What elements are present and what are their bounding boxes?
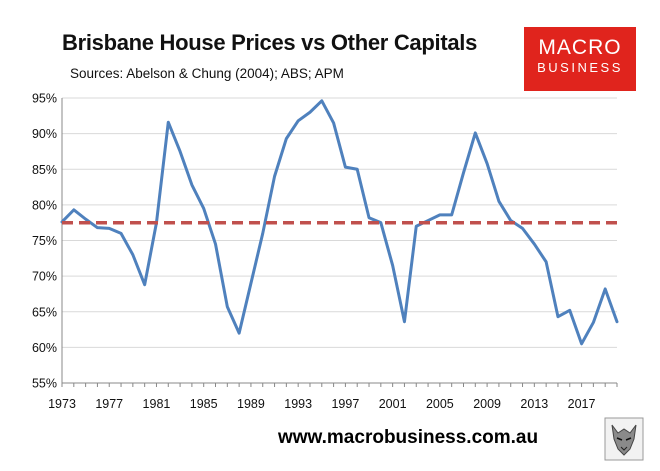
x-tick-label: 1989 [237, 397, 265, 411]
x-tick-label: 2005 [426, 397, 454, 411]
x-tick-label: 1981 [143, 397, 171, 411]
y-tick-label: 95% [32, 92, 57, 106]
brisbane-series-line [60, 99, 619, 346]
logo-line2: BUSINESS [537, 60, 623, 75]
x-tick-label: 2013 [520, 397, 548, 411]
series-group [60, 99, 619, 346]
chart-subtitle: Sources: Abelson & Chung (2004); ABS; AP… [70, 66, 344, 81]
chart-title: Brisbane House Prices vs Other Capitals [62, 30, 478, 55]
x-tick-label: 2017 [568, 397, 596, 411]
x-tick-labels: 1973 1977 1981 1985 1989 1993 1997 2001 2005 2009… [48, 397, 595, 411]
gridlines [62, 97, 617, 348]
y-tick-labels: 55% 60% 65% 70% 75% 80% 85% 90% 95% [32, 92, 57, 391]
macrobusiness-logo[interactable]: MACRO BUSINESS [524, 27, 636, 91]
y-tick-label: 75% [32, 234, 57, 248]
y-tick-label: 90% [32, 127, 57, 141]
y-tick-label: 60% [32, 341, 57, 355]
x-tick-label: 1993 [284, 397, 312, 411]
y-tick-label: 70% [32, 270, 57, 284]
axes [61, 98, 618, 387]
logo-line1: MACRO [538, 36, 622, 59]
y-tick-label: 55% [32, 377, 57, 391]
footer-url[interactable]: www.macrobusiness.com.au [278, 427, 539, 448]
x-tick-label: 1973 [48, 397, 76, 411]
y-tick-label: 85% [32, 163, 57, 177]
x-tick-label: 1997 [331, 397, 359, 411]
x-tick-label: 2001 [379, 397, 407, 411]
y-tick-label: 65% [32, 305, 57, 319]
x-tick-label: 2009 [473, 397, 501, 411]
x-tick-label: 1977 [95, 397, 123, 411]
x-tick-label: 1985 [190, 397, 218, 411]
wolf-logo-icon [604, 417, 644, 461]
y-tick-label: 80% [32, 198, 57, 212]
